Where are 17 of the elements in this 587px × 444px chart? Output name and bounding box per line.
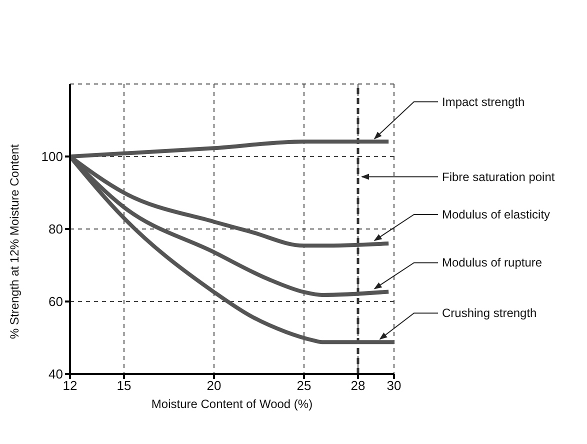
x-tick-label: 28 bbox=[350, 378, 366, 394]
y-tick-label: 100 bbox=[41, 149, 63, 164]
x-axis-title: Moisture Content of Wood (%) bbox=[151, 397, 313, 411]
y-axis-title: % Strength at 12% Moisture Content bbox=[7, 144, 22, 339]
x-tick-label: 12 bbox=[62, 378, 78, 394]
x-tick-label: 30 bbox=[386, 378, 402, 394]
text: Crushing strength bbox=[442, 306, 537, 320]
text: Impact strength bbox=[442, 94, 525, 109]
text: Modulus of rupture bbox=[442, 256, 542, 270]
x-tick-label: 15 bbox=[116, 378, 132, 394]
y-tick-label: 40 bbox=[48, 366, 63, 382]
x-tick-label: 20 bbox=[206, 378, 222, 394]
x-tick-label: 25 bbox=[296, 378, 312, 394]
text: Modulus of elasticity bbox=[442, 208, 550, 222]
ref-line-label: Fibre saturation point bbox=[442, 170, 556, 184]
y-tick-label: 80 bbox=[48, 222, 63, 237]
y-tick-label: 60 bbox=[48, 294, 63, 310]
